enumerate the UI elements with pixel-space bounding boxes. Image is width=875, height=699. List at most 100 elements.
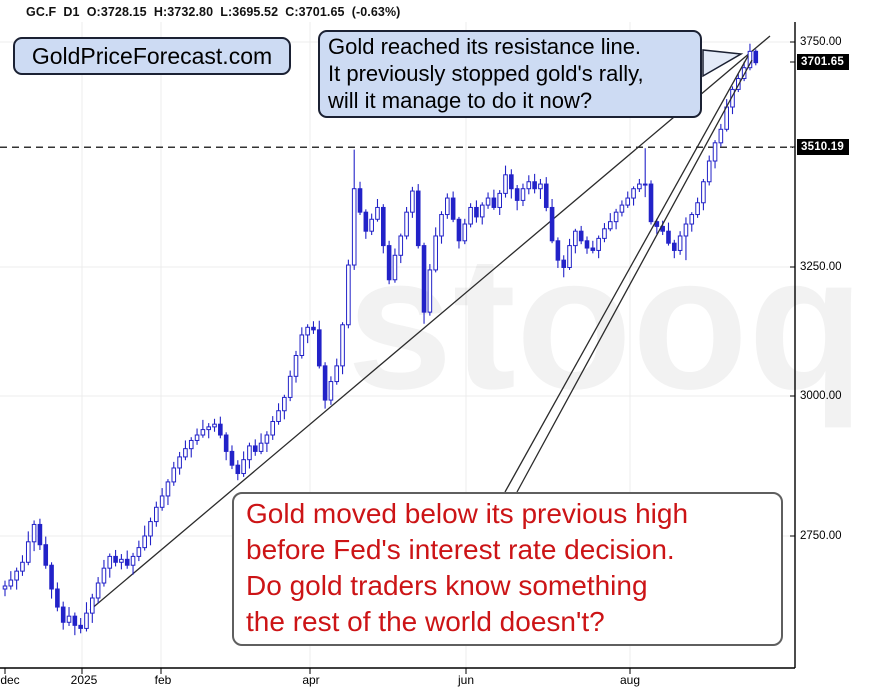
candle-body <box>637 183 642 190</box>
candle-body <box>701 181 706 204</box>
y-axis-label: 3750.00 <box>800 36 842 48</box>
candle-body <box>159 495 165 508</box>
candle-body <box>270 420 276 436</box>
candle-body <box>445 197 450 216</box>
candle-body <box>724 106 729 130</box>
candle-body <box>520 188 526 201</box>
candle-body <box>78 624 83 629</box>
candle-body <box>666 230 671 244</box>
candle-body <box>648 183 654 223</box>
candle-body <box>683 223 689 237</box>
candle-body <box>538 183 543 190</box>
candle-body <box>223 434 229 452</box>
candle-body <box>450 197 456 220</box>
candle-body <box>421 245 427 313</box>
candle-body <box>555 240 561 261</box>
candle-body <box>113 555 118 563</box>
candle-body <box>590 247 596 251</box>
blue-note-pointer <box>702 49 744 78</box>
candle-body <box>31 523 37 543</box>
candle-body <box>474 206 479 218</box>
candle-body <box>311 326 316 331</box>
candle-body <box>433 235 438 271</box>
candle-body <box>2 585 8 590</box>
candle-body <box>677 235 683 251</box>
candle-body <box>218 423 223 436</box>
candle-body <box>252 445 258 452</box>
candle-body <box>264 434 270 444</box>
candle-body <box>712 142 718 162</box>
candle-body <box>625 197 631 206</box>
x-axis-label: feb <box>154 673 172 687</box>
logo-text: GoldPriceForecast.com <box>31 42 273 69</box>
candle-body <box>177 456 182 469</box>
candle-body <box>72 615 78 626</box>
y-axis-label: 2750.00 <box>800 530 842 542</box>
candle-body <box>410 190 415 213</box>
candle-body <box>188 439 194 450</box>
candle-body <box>514 188 520 201</box>
candle-body <box>642 183 648 186</box>
candle-body <box>148 521 153 537</box>
candle-body <box>386 245 392 281</box>
candle-body <box>25 541 31 563</box>
candle-body <box>718 128 724 144</box>
candle-body <box>340 324 345 367</box>
fed-decision-annotation: Gold moved below its previous high befor… <box>232 492 783 646</box>
candle-body <box>154 506 159 523</box>
candle-body <box>369 218 374 232</box>
candle-body <box>107 555 113 569</box>
candle-body <box>689 214 695 225</box>
candle-body <box>462 223 468 242</box>
x-axis-label: aug <box>619 673 641 687</box>
candle-body <box>351 188 357 266</box>
candle-body <box>706 160 712 183</box>
candle-body <box>95 582 101 599</box>
candle-body <box>305 326 310 336</box>
candle-body <box>567 245 572 268</box>
candle-body <box>561 259 567 268</box>
candle-body <box>596 237 601 251</box>
candle-body <box>43 544 49 566</box>
x-axis-label: jun <box>457 673 475 687</box>
candle-body <box>316 329 322 367</box>
candle-body <box>526 181 532 190</box>
candle-body <box>84 612 89 629</box>
candle-body <box>124 558 130 566</box>
candle-body <box>357 188 363 213</box>
candle-body <box>602 228 607 239</box>
candle-body <box>136 547 142 557</box>
candle-body <box>503 174 508 194</box>
candle-body <box>328 381 334 401</box>
candle-body <box>194 434 200 441</box>
candle-body <box>584 240 590 249</box>
candle-body <box>479 204 485 218</box>
candle-body <box>293 354 299 377</box>
candle-body <box>631 188 636 199</box>
candle-body <box>672 242 677 251</box>
candle-body <box>299 334 305 356</box>
candle-body <box>229 450 235 466</box>
candle-body <box>491 197 497 208</box>
ohlc-header: GC.F D1 O:3728.15 H:3732.80 L:3695.52 C:… <box>26 5 401 19</box>
candle-body <box>334 365 340 383</box>
candle-body <box>381 206 386 247</box>
candle-body <box>49 564 54 590</box>
watermark-text: stooq <box>347 217 864 429</box>
x-axis-label: dec <box>0 673 20 687</box>
candle-body <box>212 423 217 428</box>
candle-body <box>468 206 473 225</box>
candle-body <box>282 396 287 412</box>
candle-body <box>363 211 369 232</box>
candle-body <box>8 579 14 587</box>
candle-body <box>456 218 462 242</box>
candle-body <box>258 442 264 452</box>
candle-body <box>130 555 136 566</box>
candle-body <box>241 459 246 475</box>
candle-body <box>404 211 409 237</box>
candle-body <box>439 214 444 237</box>
y-axis-label: 3250.00 <box>800 261 842 273</box>
candle-body <box>753 50 759 64</box>
candle-body <box>532 181 537 190</box>
